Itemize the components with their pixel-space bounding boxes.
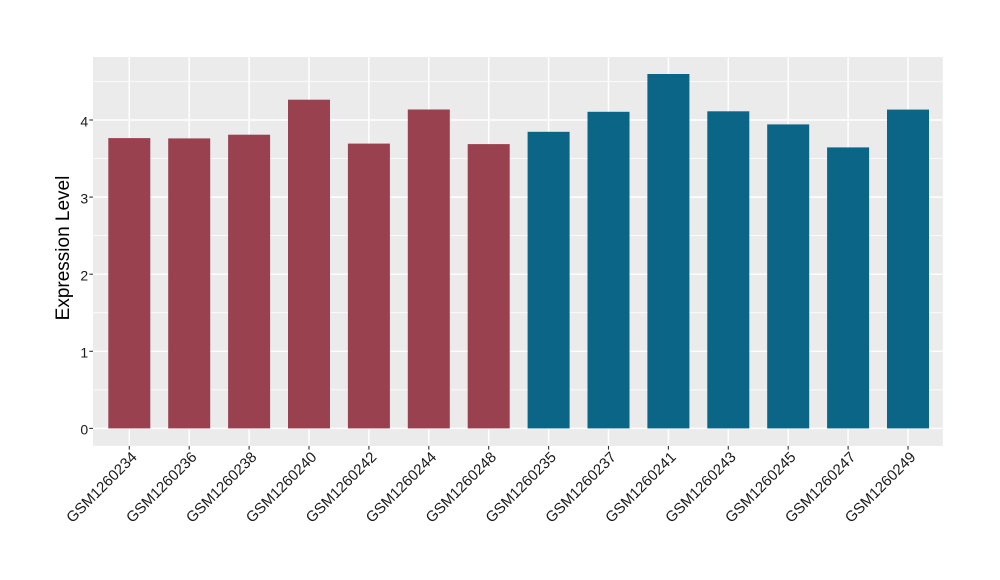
svg-text:1: 1 [80,345,88,361]
svg-text:4: 4 [80,113,88,129]
svg-text:0: 0 [80,422,88,438]
svg-text:3: 3 [80,190,88,206]
svg-text:Expression Level: Expression Level [53,176,74,321]
svg-text:2: 2 [80,268,88,284]
